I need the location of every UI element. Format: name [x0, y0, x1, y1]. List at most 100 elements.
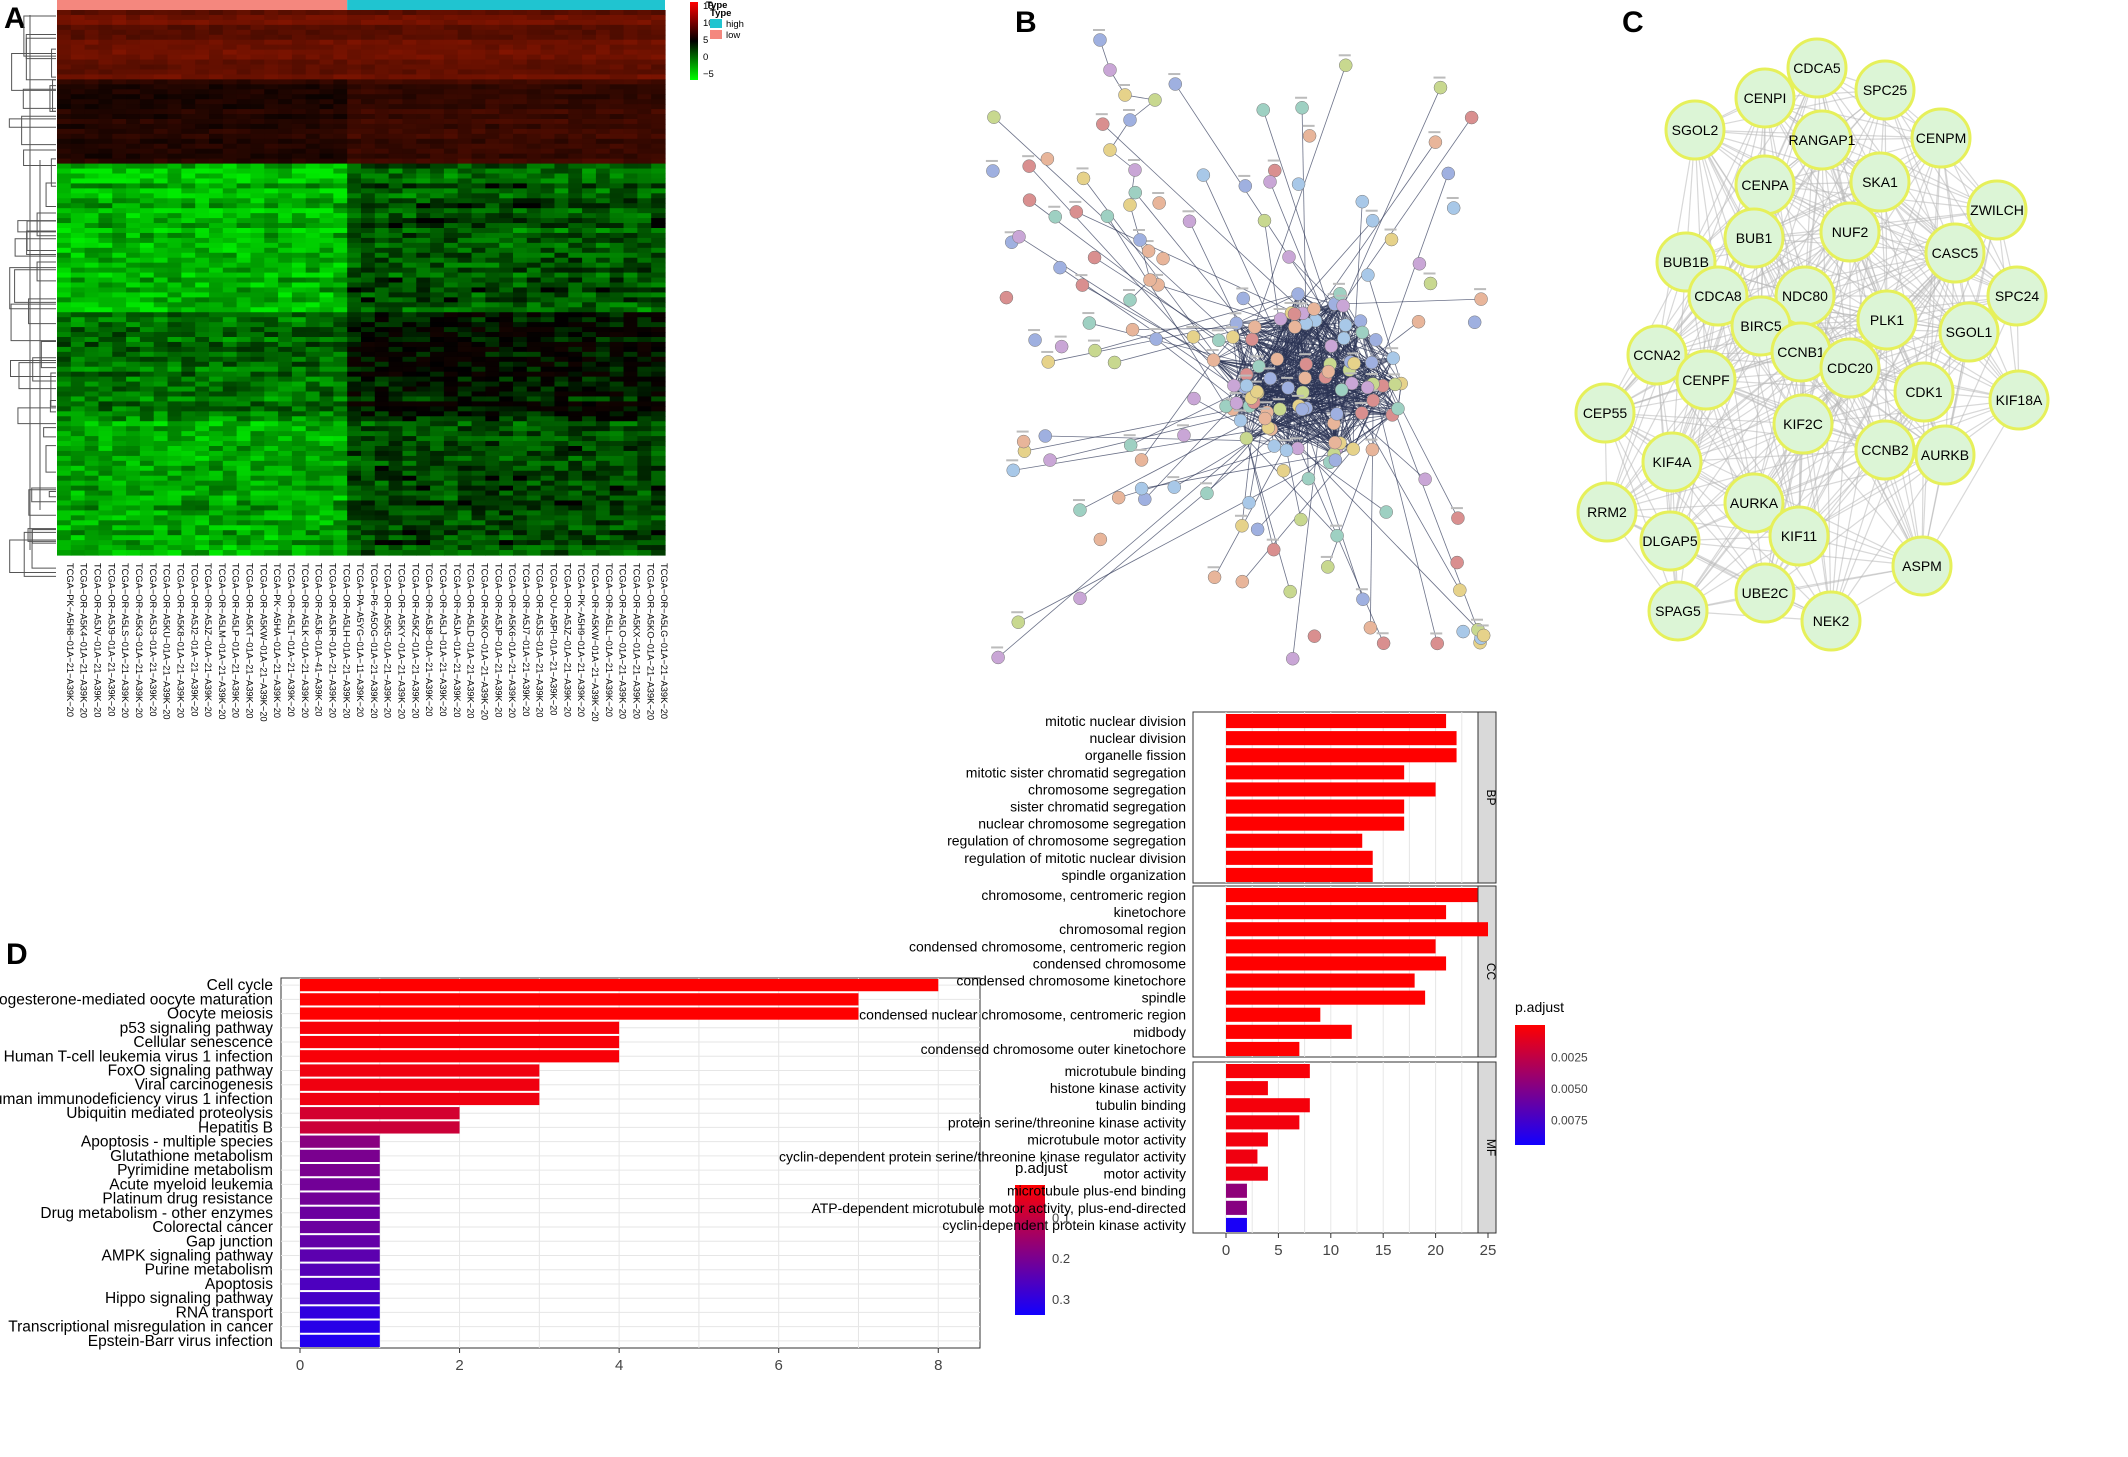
heatmap-cell — [609, 74, 625, 80]
heatmap-cell — [402, 89, 417, 95]
heatmap-cell — [637, 505, 652, 512]
heatmap-cell — [250, 10, 265, 16]
heatmap-cell — [84, 366, 100, 373]
heatmap-cell — [112, 267, 127, 274]
heatmap-cell — [236, 232, 252, 239]
heatmap-cell — [471, 69, 486, 76]
heatmap-cell — [568, 277, 583, 284]
heatmap-cell — [181, 267, 196, 274]
heatmap-cell — [236, 411, 252, 417]
heatmap-cell — [361, 535, 376, 541]
heatmap-cell — [374, 188, 390, 194]
heatmap-cell — [568, 183, 583, 189]
heatmap-cell — [305, 332, 321, 338]
heatmap-cell — [471, 128, 486, 135]
heatmap-cell — [374, 19, 390, 26]
heatmap-cell — [374, 470, 390, 477]
heatmap-cell — [347, 188, 362, 194]
heatmap-cell — [374, 525, 390, 531]
heatmap-cell — [402, 44, 417, 51]
heatmap-cell — [443, 247, 459, 254]
heatmap-cell — [582, 237, 597, 244]
heatmap-cell — [609, 277, 625, 284]
heatmap-cell — [499, 307, 514, 313]
heatmap-cell — [582, 153, 597, 160]
heatmap-cell — [167, 341, 182, 348]
sample-label: TCGA−OR−A5KY−01A−21−A39K−20 — [397, 563, 407, 719]
heatmap-cell — [388, 223, 404, 229]
heatmap-cell — [319, 381, 334, 388]
heatmap-cell — [430, 114, 445, 120]
heatmap-cell — [457, 535, 473, 541]
heatmap-cell — [568, 193, 583, 199]
heatmap-cell — [112, 441, 127, 447]
heatmap-cell — [526, 406, 542, 412]
heatmap-cell — [513, 337, 528, 343]
heatmap-cell — [651, 470, 666, 477]
heatmap-cell — [443, 29, 459, 36]
heatmap-cell — [250, 242, 265, 249]
heatmap-cell — [195, 193, 210, 199]
heatmap-cell — [554, 421, 569, 427]
heatmap-cell — [457, 44, 473, 51]
heatmap-cell — [84, 218, 100, 224]
heatmap-cell — [402, 123, 417, 130]
sample-label: TCGA−OR−A5KZ−01A−21−A39K−20 — [410, 563, 420, 719]
heatmap-cell — [278, 416, 293, 422]
heatmap-cell — [568, 515, 583, 521]
heatmap-cell — [402, 104, 417, 110]
heatmap-cell — [430, 44, 445, 51]
heatmap-cell — [416, 495, 431, 502]
heatmap-cell — [222, 54, 238, 61]
heatmap-cell — [139, 10, 155, 16]
heatmap-cell — [181, 431, 196, 437]
heatmap-cell — [139, 257, 155, 264]
heatmap-cell — [291, 84, 307, 90]
heatmap-cell — [139, 173, 155, 180]
heatmap-cell — [526, 79, 542, 85]
heatmap-cell — [70, 143, 86, 150]
heatmap-cell — [554, 153, 569, 160]
heatmap-cell — [209, 198, 224, 204]
heatmap-cell — [609, 104, 625, 110]
heatmap-cell — [195, 218, 210, 224]
heatmap-cell — [57, 332, 72, 338]
heatmap-cell — [236, 371, 252, 378]
heatmap-cell — [126, 391, 141, 398]
heatmap-cell — [582, 138, 597, 145]
heatmap-cell — [499, 421, 514, 427]
heatmap-cell — [126, 465, 141, 472]
heatmap-cell — [568, 361, 583, 368]
heatmap-cell — [402, 242, 417, 249]
heatmap-cell — [319, 302, 334, 308]
heatmap-cell — [347, 228, 362, 234]
heatmap-cell — [374, 109, 390, 115]
heatmap-cell — [195, 515, 210, 521]
heatmap-cell — [291, 465, 307, 472]
heatmap-cell — [278, 218, 293, 224]
heatmap-cell — [305, 89, 321, 95]
heatmap-cell — [236, 54, 252, 61]
heatmap-cell — [209, 337, 224, 343]
heatmap-cell — [70, 10, 86, 16]
heatmap-cell — [443, 138, 459, 145]
heatmap-cell — [57, 188, 72, 194]
heatmap-cell — [471, 158, 486, 165]
heatmap-cell — [84, 34, 100, 41]
heatmap-cell — [499, 153, 514, 160]
heatmap-cell — [222, 322, 238, 328]
heatmap-cell — [637, 480, 652, 487]
heatmap-cell — [443, 550, 459, 556]
heatmap-cell — [347, 232, 362, 239]
heatmap-cell — [623, 495, 638, 502]
heatmap-cell — [153, 89, 169, 95]
heatmap-cell — [443, 332, 459, 338]
dendrogram-branch — [25, 37, 56, 81]
heatmap-cell — [388, 143, 404, 150]
heatmap-cell — [637, 406, 652, 412]
heatmap-cell — [209, 292, 224, 298]
heatmap-cell — [305, 351, 321, 358]
heatmap-cell — [609, 34, 625, 41]
heatmap-cell — [195, 550, 210, 556]
heatmap-cell — [167, 109, 182, 115]
